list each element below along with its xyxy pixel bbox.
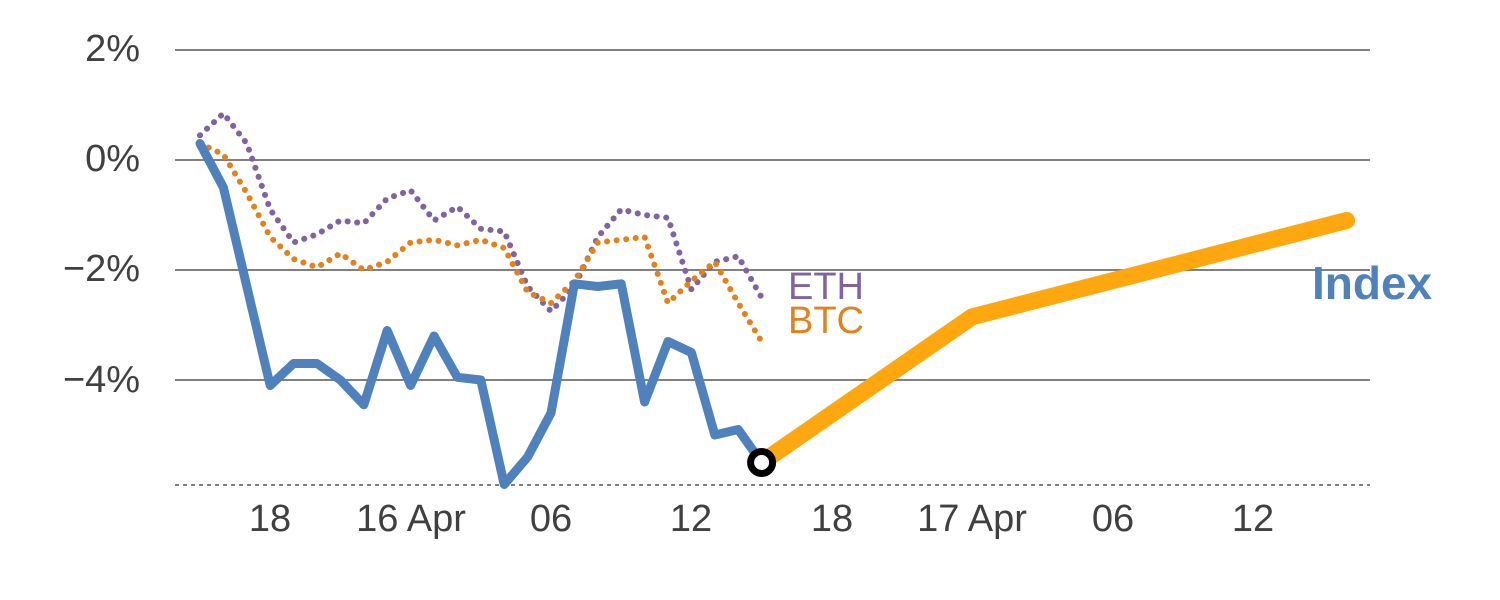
y-tick-0pct: 0% <box>85 138 140 180</box>
series-line-index <box>195 139 767 489</box>
series-line-btc <box>197 140 765 345</box>
x-tick-16apr: 16 Apr <box>356 498 466 540</box>
x-tick-12a: 12 <box>669 498 713 540</box>
x-tick-06a: 06 <box>529 498 573 540</box>
x-tick-18b: 18 <box>810 498 854 540</box>
x-tick-17apr: 17 Apr <box>917 498 1027 540</box>
btc-series-label: BTC <box>788 300 864 342</box>
y-tick-2pct: 2% <box>85 28 140 70</box>
eth-series-label: ETH <box>788 266 864 308</box>
y-tick-neg4pct: −4% <box>62 359 140 401</box>
x-tick-06b: 06 <box>1091 498 1135 540</box>
series-line-index-forecast <box>753 212 1356 471</box>
x-tick-12b: 12 <box>1231 498 1275 540</box>
series-line-eth <box>197 110 765 315</box>
index-series-label: Index <box>1312 257 1433 309</box>
y-tick-neg2pct: −2% <box>62 248 140 290</box>
current-point-marker <box>747 448 777 477</box>
x-tick-18a: 18 <box>248 498 292 540</box>
